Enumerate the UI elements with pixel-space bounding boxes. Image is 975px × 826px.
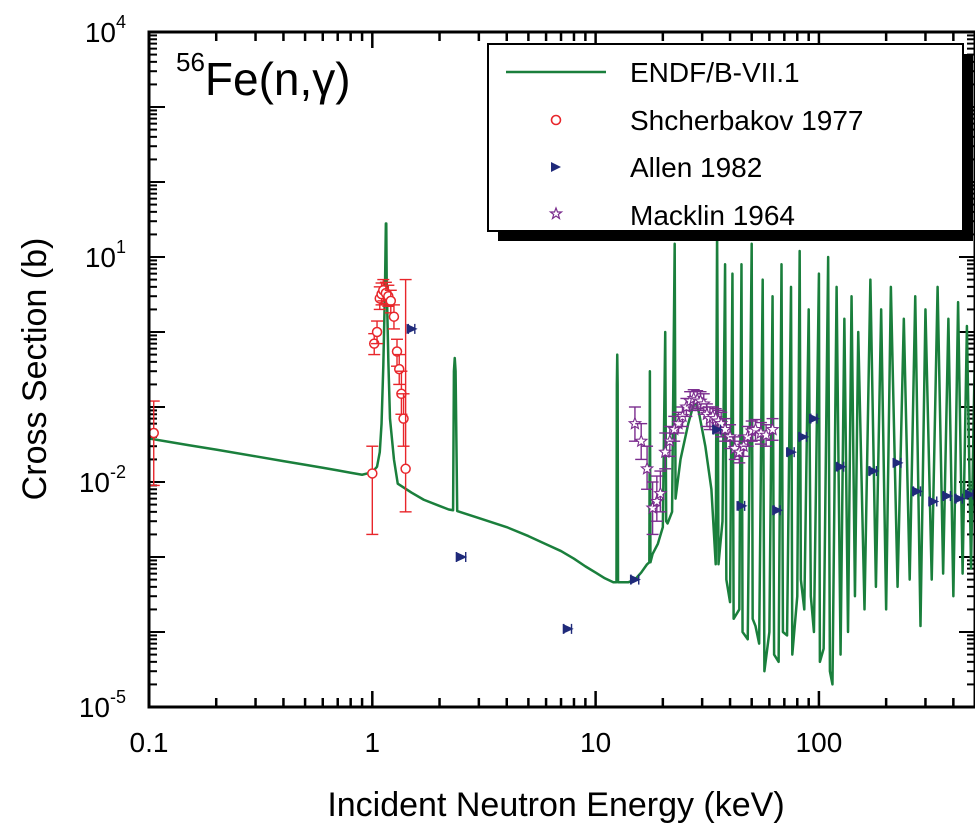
shcherbakov-point — [391, 346, 403, 357]
plot-series — [149, 222, 975, 686]
legend-label-endf: ENDF/B-VII.1 — [630, 57, 800, 88]
y-tick-label-exponent: -5 — [110, 687, 126, 707]
plot-frame — [147, 30, 975, 709]
allen-point — [954, 493, 966, 504]
allen-point — [562, 623, 574, 634]
shcherbakov-point — [149, 427, 159, 439]
allen-point — [965, 489, 975, 500]
legend-label-macklin: Macklin 1964 — [630, 200, 795, 231]
allen-point — [942, 491, 954, 502]
macklin-point — [634, 433, 649, 448]
y-tick-label: 10-2 — [79, 462, 126, 498]
reaction-channel: (n,γ) — [259, 53, 351, 105]
x-tick-label: 1 — [365, 727, 381, 758]
allen-point — [712, 424, 724, 435]
shcherbakov-point — [398, 413, 409, 424]
allen-point — [808, 413, 820, 424]
shcherbakov-point — [367, 468, 378, 479]
legend-label-shcherbakov: Shcherbakov 1977 — [630, 105, 864, 136]
allen-point — [772, 505, 784, 516]
y-tick-label-base: 10 — [85, 242, 116, 273]
y-tick-label-exponent: -2 — [110, 462, 126, 482]
allen-point — [629, 574, 641, 585]
shcherbakov-point — [388, 311, 400, 322]
macklin-series — [627, 389, 780, 536]
shcherbakov-point — [393, 363, 405, 375]
y-tick-label-base: 10 — [79, 467, 110, 498]
macklin-point — [765, 422, 780, 436]
shcherbakov-point — [385, 295, 397, 307]
reaction-element: Fe — [205, 53, 259, 105]
allen-point — [868, 466, 880, 477]
endf-curve — [149, 222, 975, 686]
legend-marker-macklin — [548, 206, 564, 221]
y-tick-label: 104 — [85, 12, 126, 48]
legend-label-allen: Allen 1982 — [630, 152, 762, 183]
macklin-point — [627, 416, 643, 430]
x-tick-labels: 0.1 1 10 100 — [130, 727, 843, 758]
shcherbakov-point — [400, 463, 411, 475]
x-axis-title: Incident Neutron Energy (keV) — [327, 786, 784, 824]
shcherbakov-series — [149, 278, 412, 536]
allen-point — [406, 323, 418, 334]
macklin-point — [649, 493, 664, 508]
allen-point — [892, 457, 904, 468]
allen-series — [406, 323, 975, 634]
macklin-point — [639, 461, 655, 475]
y-tick-label-base: 10 — [85, 17, 116, 48]
y-tick-label-exponent: 4 — [116, 12, 126, 32]
shcherbakov-point — [371, 326, 383, 338]
legend-marker-shcherbakov — [550, 114, 562, 126]
legend-marker-allen — [551, 162, 561, 172]
y-tick-label-base: 10 — [79, 692, 110, 723]
y-tick-label-exponent: 1 — [116, 237, 126, 257]
allen-point — [456, 552, 468, 562]
x-tick-label: 10 — [580, 727, 611, 758]
reaction-label: 56Fe(n,γ) — [176, 47, 351, 105]
allen-point — [736, 500, 748, 511]
allen-point — [786, 447, 798, 458]
x-tick-label: 0.1 — [130, 727, 169, 758]
y-axis-title: Cross Section (b) — [16, 238, 54, 501]
macklin-point — [653, 486, 668, 500]
reaction-mass-number: 56 — [176, 47, 205, 77]
macklin-point — [748, 422, 763, 436]
allen-point — [912, 486, 924, 497]
allen-point — [928, 496, 940, 507]
allen-point — [835, 461, 847, 472]
legend-box — [487, 43, 964, 232]
y-tick-label: 10-5 — [79, 687, 126, 723]
allen-point — [798, 431, 810, 442]
legend: ENDF/B-VII.1 Shcherbakov 1977 Allen 1982… — [487, 43, 973, 241]
x-tick-label: 100 — [796, 727, 843, 758]
y-tick-label: 101 — [85, 237, 126, 273]
